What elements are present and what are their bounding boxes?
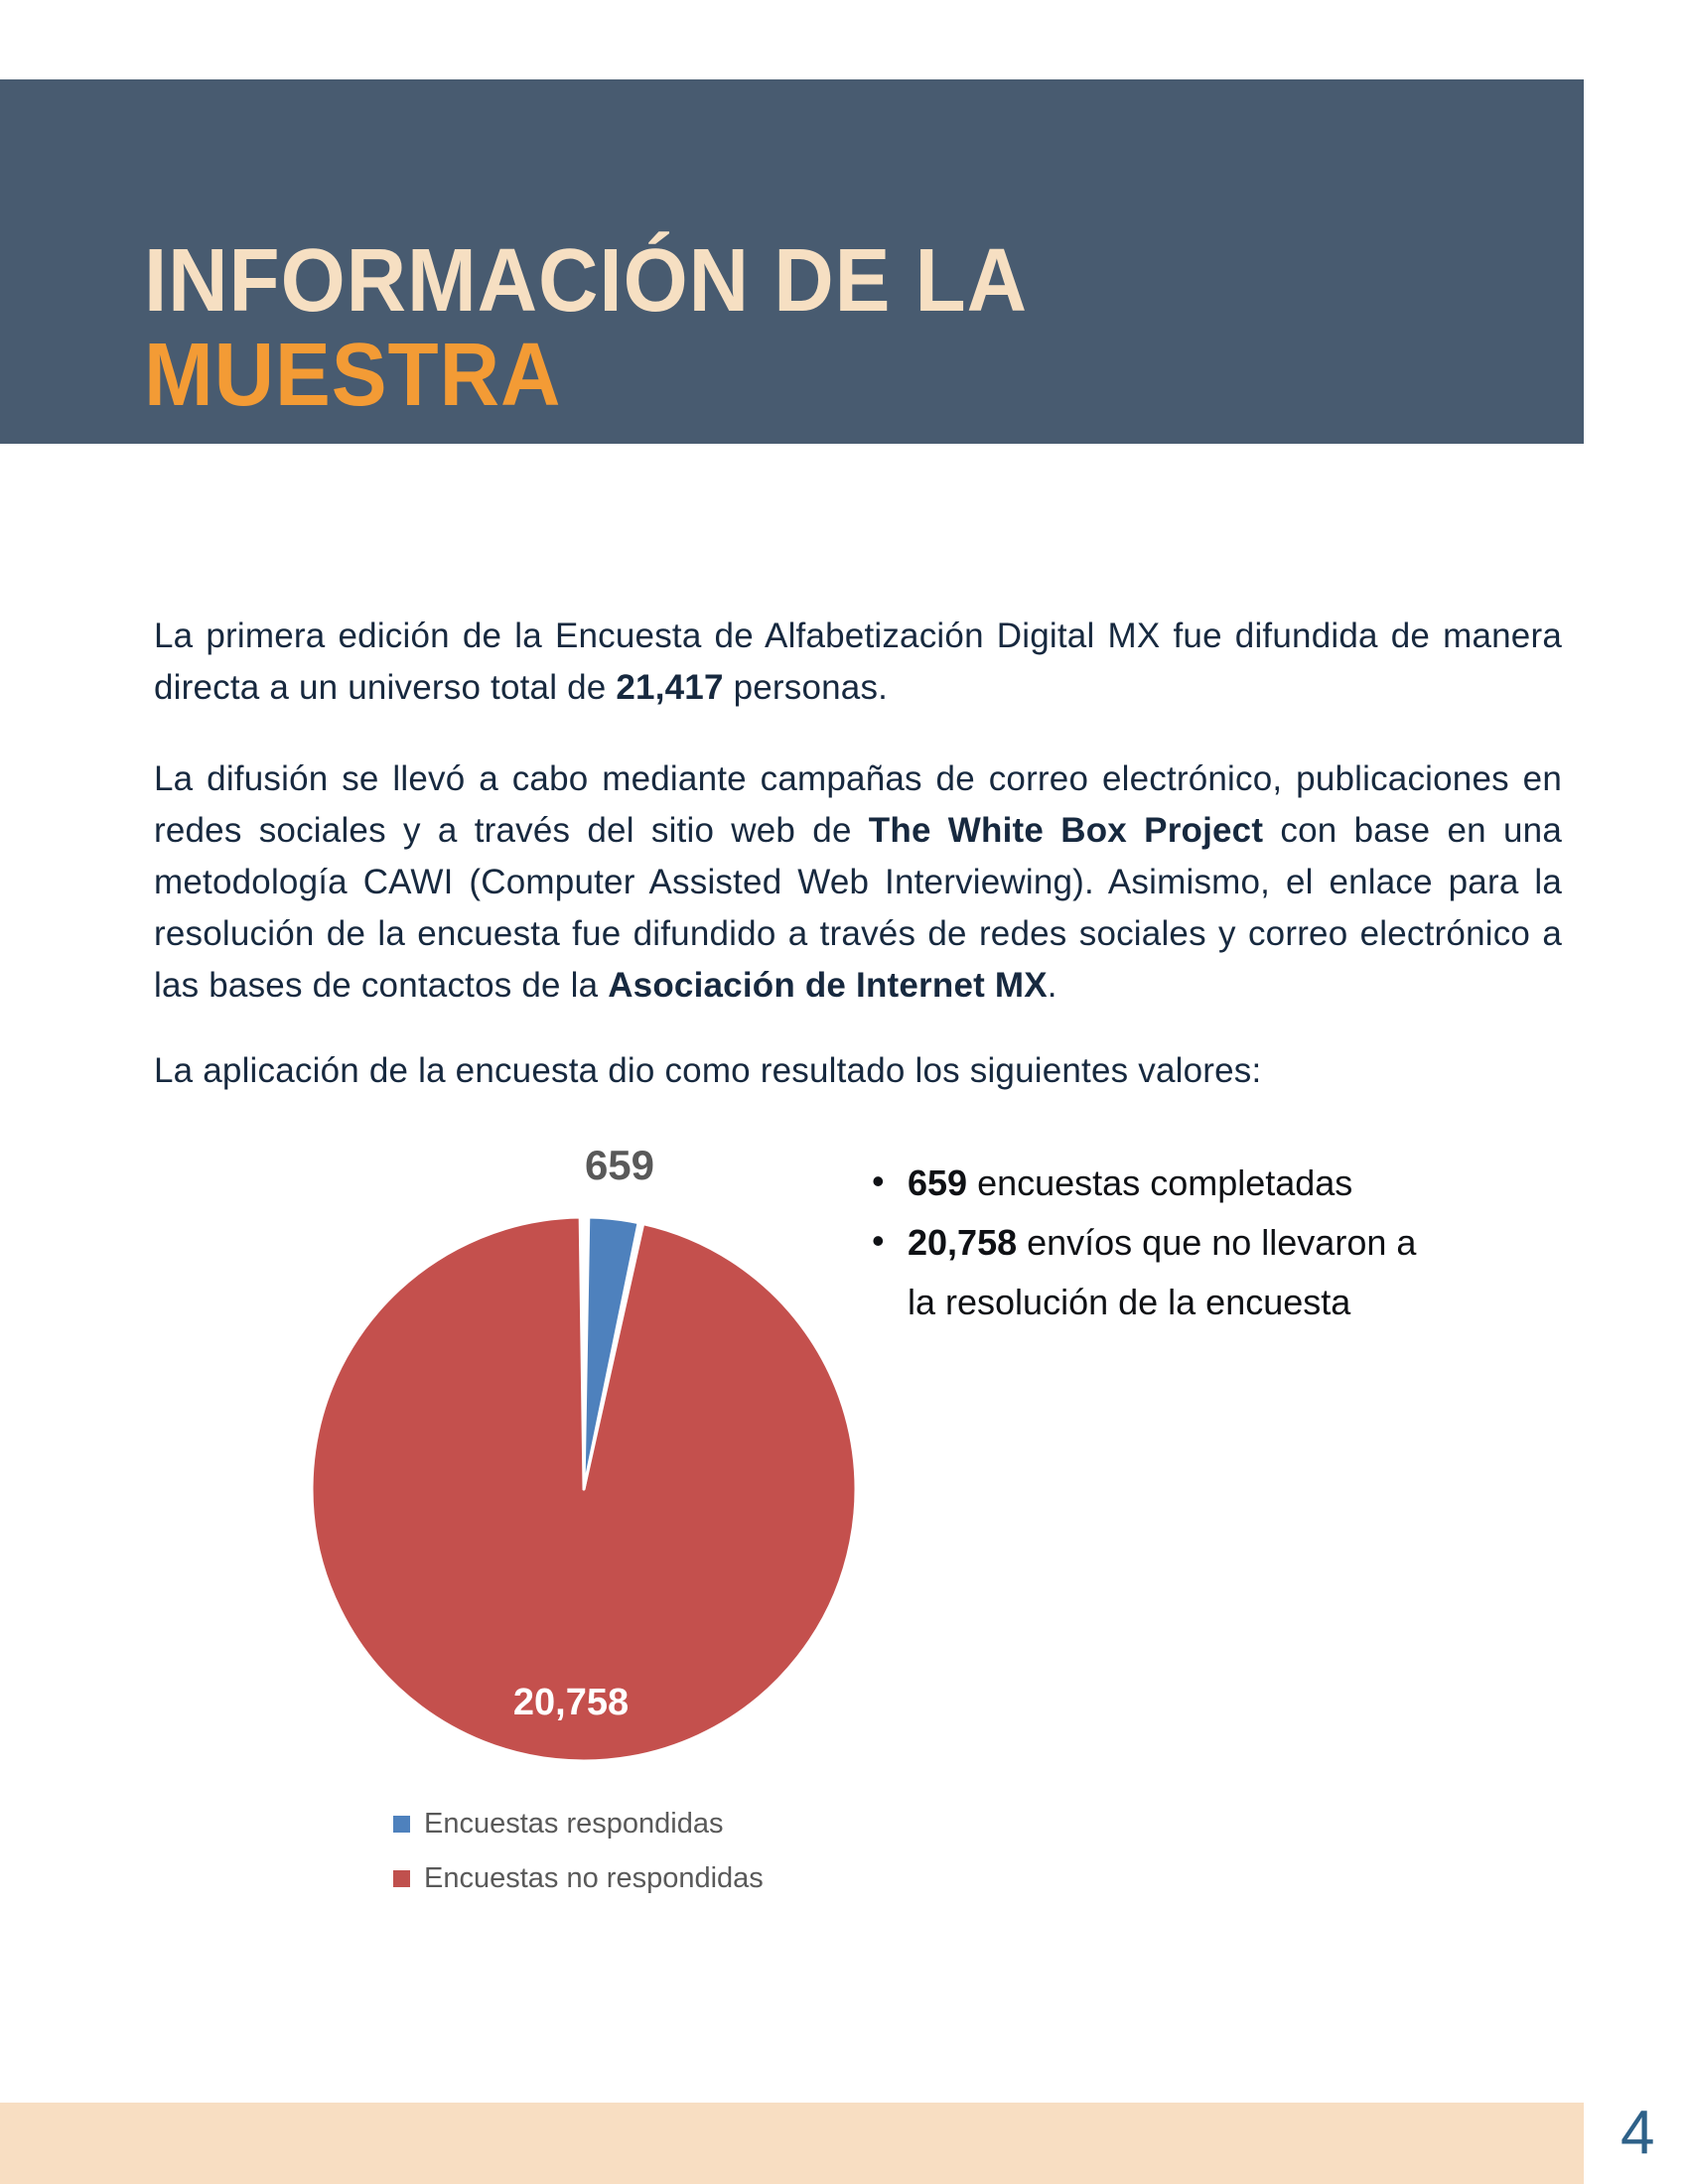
legend-item-not-responded: Encuestas no respondidas (393, 1859, 764, 1897)
total-sent-value: 21,417 (616, 668, 724, 707)
legend-item-responded: Encuestas respondidas (393, 1805, 764, 1843)
white-box-project-name: The White Box Project (868, 811, 1264, 850)
legend-label: Encuestas respondidas (424, 1807, 724, 1840)
bullet-icon: • (872, 1220, 885, 1261)
paragraph-text: con base en una metodología CAWI (Comput… (154, 811, 1562, 1005)
list-item: • 20,758 envíos que no llevaron a la res… (870, 1213, 1426, 1332)
bullet-icon: • (872, 1160, 885, 1201)
list-item: • 659 encuestas completadas (870, 1154, 1426, 1213)
paragraph-universe: La primera edición de la Encuesta de Alf… (154, 611, 1562, 714)
results-bullet-list: • 659 encuestas completadas • 20,758 env… (870, 1154, 1426, 1332)
bullet-text: envíos que no llevaron a la resolución d… (908, 1222, 1417, 1322)
completed-count: 659 (908, 1162, 968, 1203)
asociacion-internet-name: Asociación de Internet MX (608, 966, 1048, 1005)
header-banner: INFORMACIÓN DE LA MUESTRA (0, 79, 1584, 444)
footer-accent-band (0, 2103, 1584, 2184)
paragraph-results-intro: La aplicación de la encuesta dio como re… (154, 1051, 1262, 1090)
not-resolved-count: 20,758 (908, 1222, 1018, 1263)
paragraph-methodology: La difusión se llevó a cabo mediante cam… (154, 753, 1562, 1012)
page-title-line2: MUESTRA (144, 326, 562, 425)
paragraph-text: personas. (723, 668, 889, 707)
paragraph-text: La primera edición de la Encuesta de Alf… (154, 616, 1562, 707)
legend-swatch-red (393, 1869, 410, 1887)
page-number: 4 (1620, 2099, 1655, 2167)
paragraph-text: . (1047, 966, 1057, 1005)
page-title: INFORMACIÓN DE LA MUESTRA (144, 234, 1028, 423)
legend-label: Encuestas no respondidas (424, 1861, 764, 1894)
pie-chart (310, 1215, 858, 1763)
paragraph-text: La difusión se llevó a cabo mediante cam… (154, 759, 1562, 850)
pie-label-responded: 659 (584, 1142, 655, 1188)
pie-slice-responded (582, 1215, 640, 1491)
pie-legend: Encuestas respondidas Encuestas no respo… (393, 1805, 764, 1914)
legend-swatch-blue (393, 1815, 410, 1833)
pie-label-not-responded: 20,758 (512, 1682, 630, 1723)
page-title-line1: INFORMACIÓN DE LA (144, 231, 1028, 331)
bullet-text: encuestas completadas (967, 1162, 1353, 1203)
